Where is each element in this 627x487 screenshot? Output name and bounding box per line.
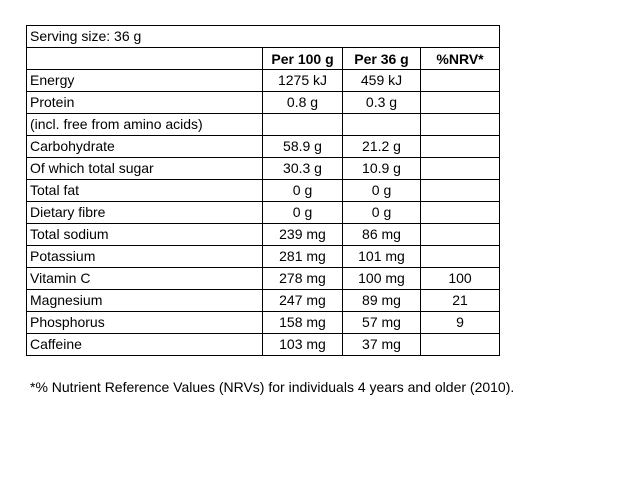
nutrient-label: Phosphorus [26,311,263,334]
column-header: %NRV* [419,47,501,70]
nutrient-value: 1275 kJ [262,69,343,92]
nutrient-value: 21 [419,289,501,312]
nutrient-value [419,201,501,224]
nutrient-value: 0 g [342,179,421,202]
nutrient-label: Caffeine [26,333,263,356]
nutrient-value [419,157,501,180]
nutrient-value: 58.9 g [262,135,343,158]
nutrient-value [419,113,501,136]
nutrient-value: 0.8 g [262,91,343,114]
nutrient-label: Vitamin C [26,267,263,290]
nutrient-label: Magnesium [26,289,263,312]
nutrient-value: 158 mg [262,311,343,334]
nutrient-value: 101 mg [342,245,421,268]
header-blank [26,47,263,70]
nutrient-label: Protein [26,91,263,114]
nutrition-table: Serving size: 36 g Per 100 g Per 36 g %NRV… [25,25,501,356]
header-row: Per 100 g Per 36 g %NRV* [26,47,501,70]
nutrient-row: (incl. free from amino acids) [26,113,501,136]
nutrient-row: Total sodium 239 mg 86 mg [26,223,501,246]
nutrient-label: (incl. free from amino acids) [26,113,263,136]
nutrient-value: 21.2 g [342,135,421,158]
serving-size: Serving size: 36 g [25,25,501,48]
nutrient-value: 278 mg [262,267,343,290]
nutrient-label: Total fat [26,179,263,202]
nutrient-row: Carbohydrate 58.9 g 21.2 g [26,135,501,158]
nutrient-value [419,69,501,92]
nutrient-value [419,245,501,268]
nutrient-label: Total sodium [26,223,263,246]
nutrient-value [419,91,501,114]
nutrient-value [419,179,501,202]
nutrient-value [419,135,501,158]
nutrient-row: Caffeine 103 mg 37 mg [26,333,501,356]
footnote: *% Nutrient Reference Values (NRVs) for … [30,379,515,395]
table-body: Serving size: 36 g Per 100 g Per 36 g %NRV… [25,25,501,356]
nutrient-value: 37 mg [342,333,421,356]
nutrient-label: Potassium [26,245,263,268]
nutrient-value: 0 g [342,201,421,224]
nutrient-row: Of which total sugar 30.3 g 10.9 g [26,157,501,180]
nutrient-value: 86 mg [342,223,421,246]
column-header: Per 36 g [342,47,421,70]
nutrient-value: 9 [419,311,501,334]
nutrient-value: 100 mg [342,267,421,290]
nutrient-row: Potassium 281 mg 101 mg [26,245,501,268]
nutrient-value: 89 mg [342,289,421,312]
nutrient-value: 57 mg [342,311,421,334]
nutrient-value [262,113,343,136]
nutrient-value: 100 [419,267,501,290]
nutrient-value: 10.9 g [342,157,421,180]
nutrient-row: Magnesium 247 mg 89 mg 21 [26,289,501,312]
nutrient-value: 30.3 g [262,157,343,180]
nutrient-value [419,223,501,246]
nutrient-label: Energy [26,69,263,92]
nutrient-label: Dietary fibre [26,201,263,224]
nutrient-row: Phosphorus 158 mg 57 mg 9 [26,311,501,334]
nutrient-value: 0 g [262,179,343,202]
nutrient-value: 103 mg [262,333,343,356]
nutrient-value: 247 mg [262,289,343,312]
column-header: Per 100 g [262,47,343,70]
nutrient-row: Energy 1275 kJ 459 kJ [26,69,501,92]
nutrient-label: Carbohydrate [26,135,263,158]
nutrient-value: 459 kJ [342,69,421,92]
nutrient-value: 239 mg [262,223,343,246]
serving-row: Serving size: 36 g [25,25,501,48]
nutrient-label: Of which total sugar [26,157,263,180]
nutrient-row: Vitamin C 278 mg 100 mg 100 [26,267,501,290]
nutrient-row: Protein 0.8 g 0.3 g [26,91,501,114]
nutrient-value: 0.3 g [342,91,421,114]
nutrient-value: 0 g [262,201,343,224]
nutrient-value [342,113,421,136]
nutrient-value [419,333,501,356]
nutrient-value: 281 mg [262,245,343,268]
